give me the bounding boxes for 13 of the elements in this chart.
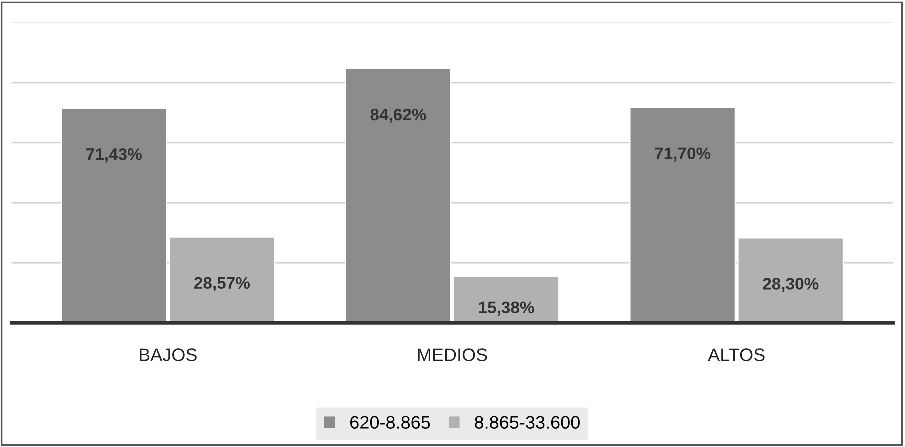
x-tick-label: ALTOS [708,348,765,362]
data-label: 84,62% [370,108,426,124]
legend-label: 620-8.865 [350,416,430,429]
x-tick-label: BAJOS [140,348,197,362]
data-label: 71,43% [86,148,142,163]
legend-label: 8.865-33.600 [475,416,580,429]
data-label: 15,38% [479,302,534,316]
data-label: 71,70% [655,148,711,162]
x-tick-label: MEDIOS [418,348,488,362]
data-label: 28,57% [194,277,250,292]
bar [453,276,560,324]
data-label: 28,30% [763,278,819,292]
bar [345,68,452,324]
